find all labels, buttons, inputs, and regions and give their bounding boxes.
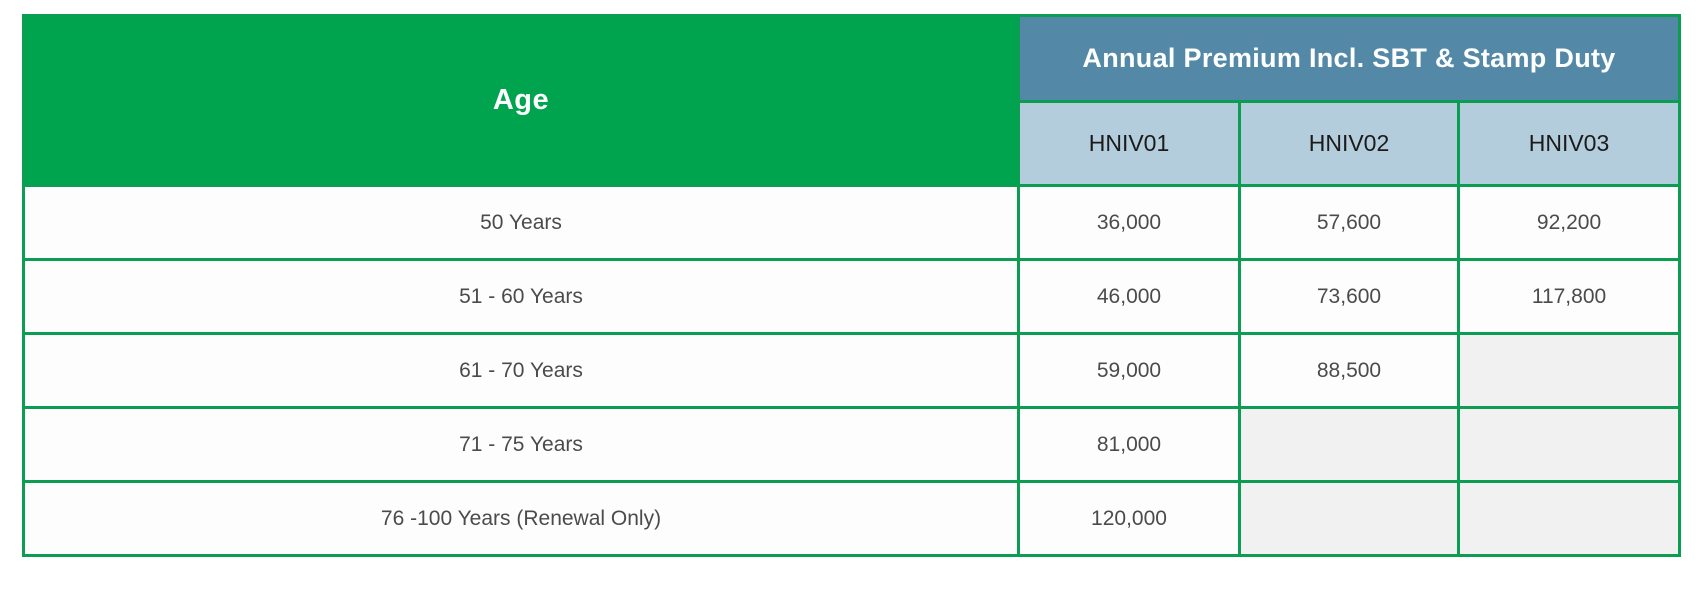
table-row: 61 - 70 Years 59,000 88,500 [22, 332, 1682, 409]
header-row-group: Age Annual Premium Incl. SBT & Stamp Dut… [22, 14, 1682, 187]
age-cell: 51 - 60 Years [22, 258, 1020, 335]
age-cell: 71 - 75 Years [22, 406, 1020, 483]
premium-cell: 81,000 [1017, 406, 1241, 483]
premium-cell: 117,800 [1456, 258, 1682, 335]
premium-cell: 59,000 [1017, 332, 1241, 409]
premium-cell: 36,000 [1017, 184, 1241, 261]
premium-cell: 120,000 [1017, 480, 1241, 557]
plan-column-header-hniv02: HNIV02 [1238, 100, 1460, 187]
table-row: 50 Years 36,000 57,600 92,200 [22, 184, 1682, 261]
premium-cell: 46,000 [1017, 258, 1241, 335]
age-cell: 76 -100 Years (Renewal Only) [22, 480, 1020, 557]
premium-cell-unavailable [1238, 406, 1460, 483]
premium-rate-table: Age Annual Premium Incl. SBT & Stamp Dut… [22, 14, 1682, 557]
premium-group-header: Annual Premium Incl. SBT & Stamp Duty [1016, 14, 1682, 103]
premium-cell-unavailable [1456, 332, 1682, 409]
premium-cell-unavailable [1238, 480, 1460, 557]
age-cell: 61 - 70 Years [22, 332, 1020, 409]
premium-cell: 57,600 [1238, 184, 1460, 261]
table-row: 76 -100 Years (Renewal Only) 120,000 [22, 480, 1682, 557]
age-cell: 50 Years [22, 184, 1020, 261]
header-row-plans: HNIV01 HNIV02 HNIV03 [24, 100, 1682, 187]
age-column-header: Age [22, 14, 1020, 187]
premium-cell: 92,200 [1456, 184, 1682, 261]
premium-cell-unavailable [1456, 480, 1682, 557]
plan-column-header-hniv01: HNIV01 [1017, 100, 1241, 187]
premium-cell: 73,600 [1238, 258, 1460, 335]
table-row: 51 - 60 Years 46,000 73,600 117,800 [22, 258, 1682, 335]
table-row: 71 - 75 Years 81,000 [22, 406, 1682, 483]
premium-cell-unavailable [1456, 406, 1682, 483]
plan-column-header-hniv03: HNIV03 [1456, 100, 1682, 187]
premium-cell: 88,500 [1238, 332, 1460, 409]
